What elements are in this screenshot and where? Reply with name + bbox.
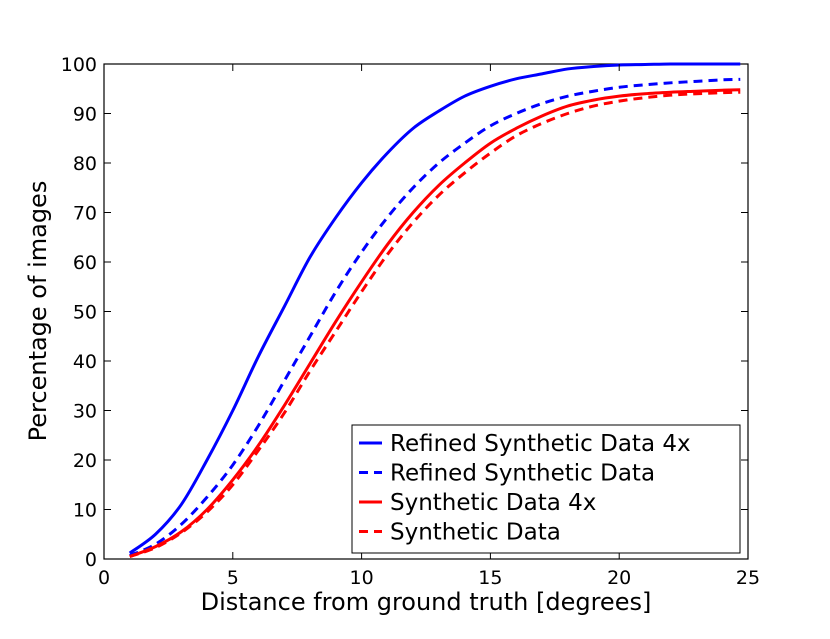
legend-label-refined-synthetic-data-4x: Refined Synthetic Data 4x [390,431,691,457]
y-tick-label: 40 [73,351,97,373]
legend-box [351,424,741,554]
x-tick-label: 20 [607,567,631,589]
y-tick-label: 0 [85,549,97,571]
x-tick-label: 10 [350,567,374,589]
y-tick-label: 30 [73,401,97,423]
y-tick-label: 60 [73,252,97,274]
y-tick-label: 10 [73,500,97,522]
x-tick-label: 15 [478,567,502,589]
y-tick-label: 90 [73,104,97,126]
y-axis-title: Percentage of images [24,181,52,442]
series-line-refined-synthetic-data-4x [128,62,741,555]
y-tick-label: 50 [73,302,97,324]
series-line-synthetic-data [129,90,741,558]
legend: Refined Synthetic Data 4x Refined Synthet… [351,424,741,554]
y-tick-label: 80 [73,153,97,175]
series-line-refined-synthetic-data [129,77,741,557]
x-tick-label: 0 [98,567,110,589]
legend-label-synthetic-data-4x: Synthetic Data 4x [390,490,596,516]
x-tick-label: 25 [736,567,760,589]
legend-label-refined-synthetic-data: Refined Synthetic Data [390,461,655,487]
y-tick-label: 100 [61,54,97,76]
series-line-synthetic-data-4x [129,88,741,558]
tick-layer: 0 5 10 15 20 25 0 10 20 30 40 50 60 70 80 90 100 [61,54,760,589]
y-tick-label: 20 [73,450,97,472]
x-tick-label: 5 [227,567,239,589]
legend-label-synthetic-data: Synthetic Data [390,520,561,546]
x-axis-title: Distance from ground truth [degrees] [201,588,652,616]
y-tick-label: 70 [73,203,97,225]
series-layer [128,62,741,558]
